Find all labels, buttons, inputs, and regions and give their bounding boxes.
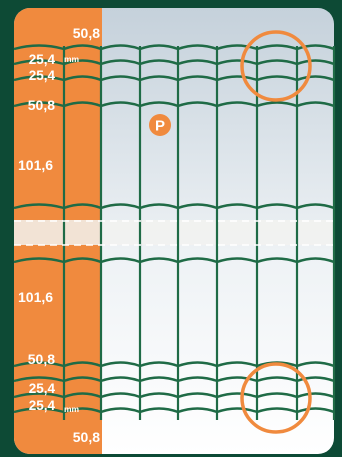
dim-101-bottom: 101,6 xyxy=(18,289,53,305)
horizontal-wire xyxy=(13,376,335,383)
highlight-circle-bottom xyxy=(240,362,312,434)
horizontal-wire xyxy=(13,101,335,108)
vertical-wires xyxy=(62,46,336,420)
dim-101-top: 101,6 xyxy=(18,157,53,173)
horizontal-wire xyxy=(13,392,335,399)
horizontal-wire xyxy=(13,44,335,51)
dim-mm-top: mm xyxy=(64,54,80,64)
horizontal-wire xyxy=(13,59,335,66)
dim-50-bottom-b: 50,8 xyxy=(73,429,100,445)
dim-50-bottom: 50,8 xyxy=(28,351,55,367)
p-badge xyxy=(149,114,171,136)
highlight-circle-top xyxy=(240,30,312,102)
dim-25-bottom-b: 25,4 xyxy=(29,398,56,413)
horizontal-wire xyxy=(13,361,335,368)
dim-25-top-b: 25,4 xyxy=(29,68,56,83)
dim-50-top: 50,8 xyxy=(73,25,100,41)
horizontal-wire xyxy=(13,257,335,264)
p-badge-label: P xyxy=(155,118,165,135)
dim-mm-bottom: mm xyxy=(64,404,80,414)
break-band xyxy=(14,220,334,245)
dim-50-top-b: 50,8 xyxy=(28,97,55,113)
dim-25-bottom-a: 25,4 xyxy=(29,381,56,396)
dim-25-top-a: 25,4 xyxy=(29,52,56,67)
horizontal-wires xyxy=(13,44,335,414)
horizontal-wire xyxy=(13,407,335,414)
horizontal-wire xyxy=(13,203,335,210)
horizontal-wire xyxy=(13,75,335,82)
